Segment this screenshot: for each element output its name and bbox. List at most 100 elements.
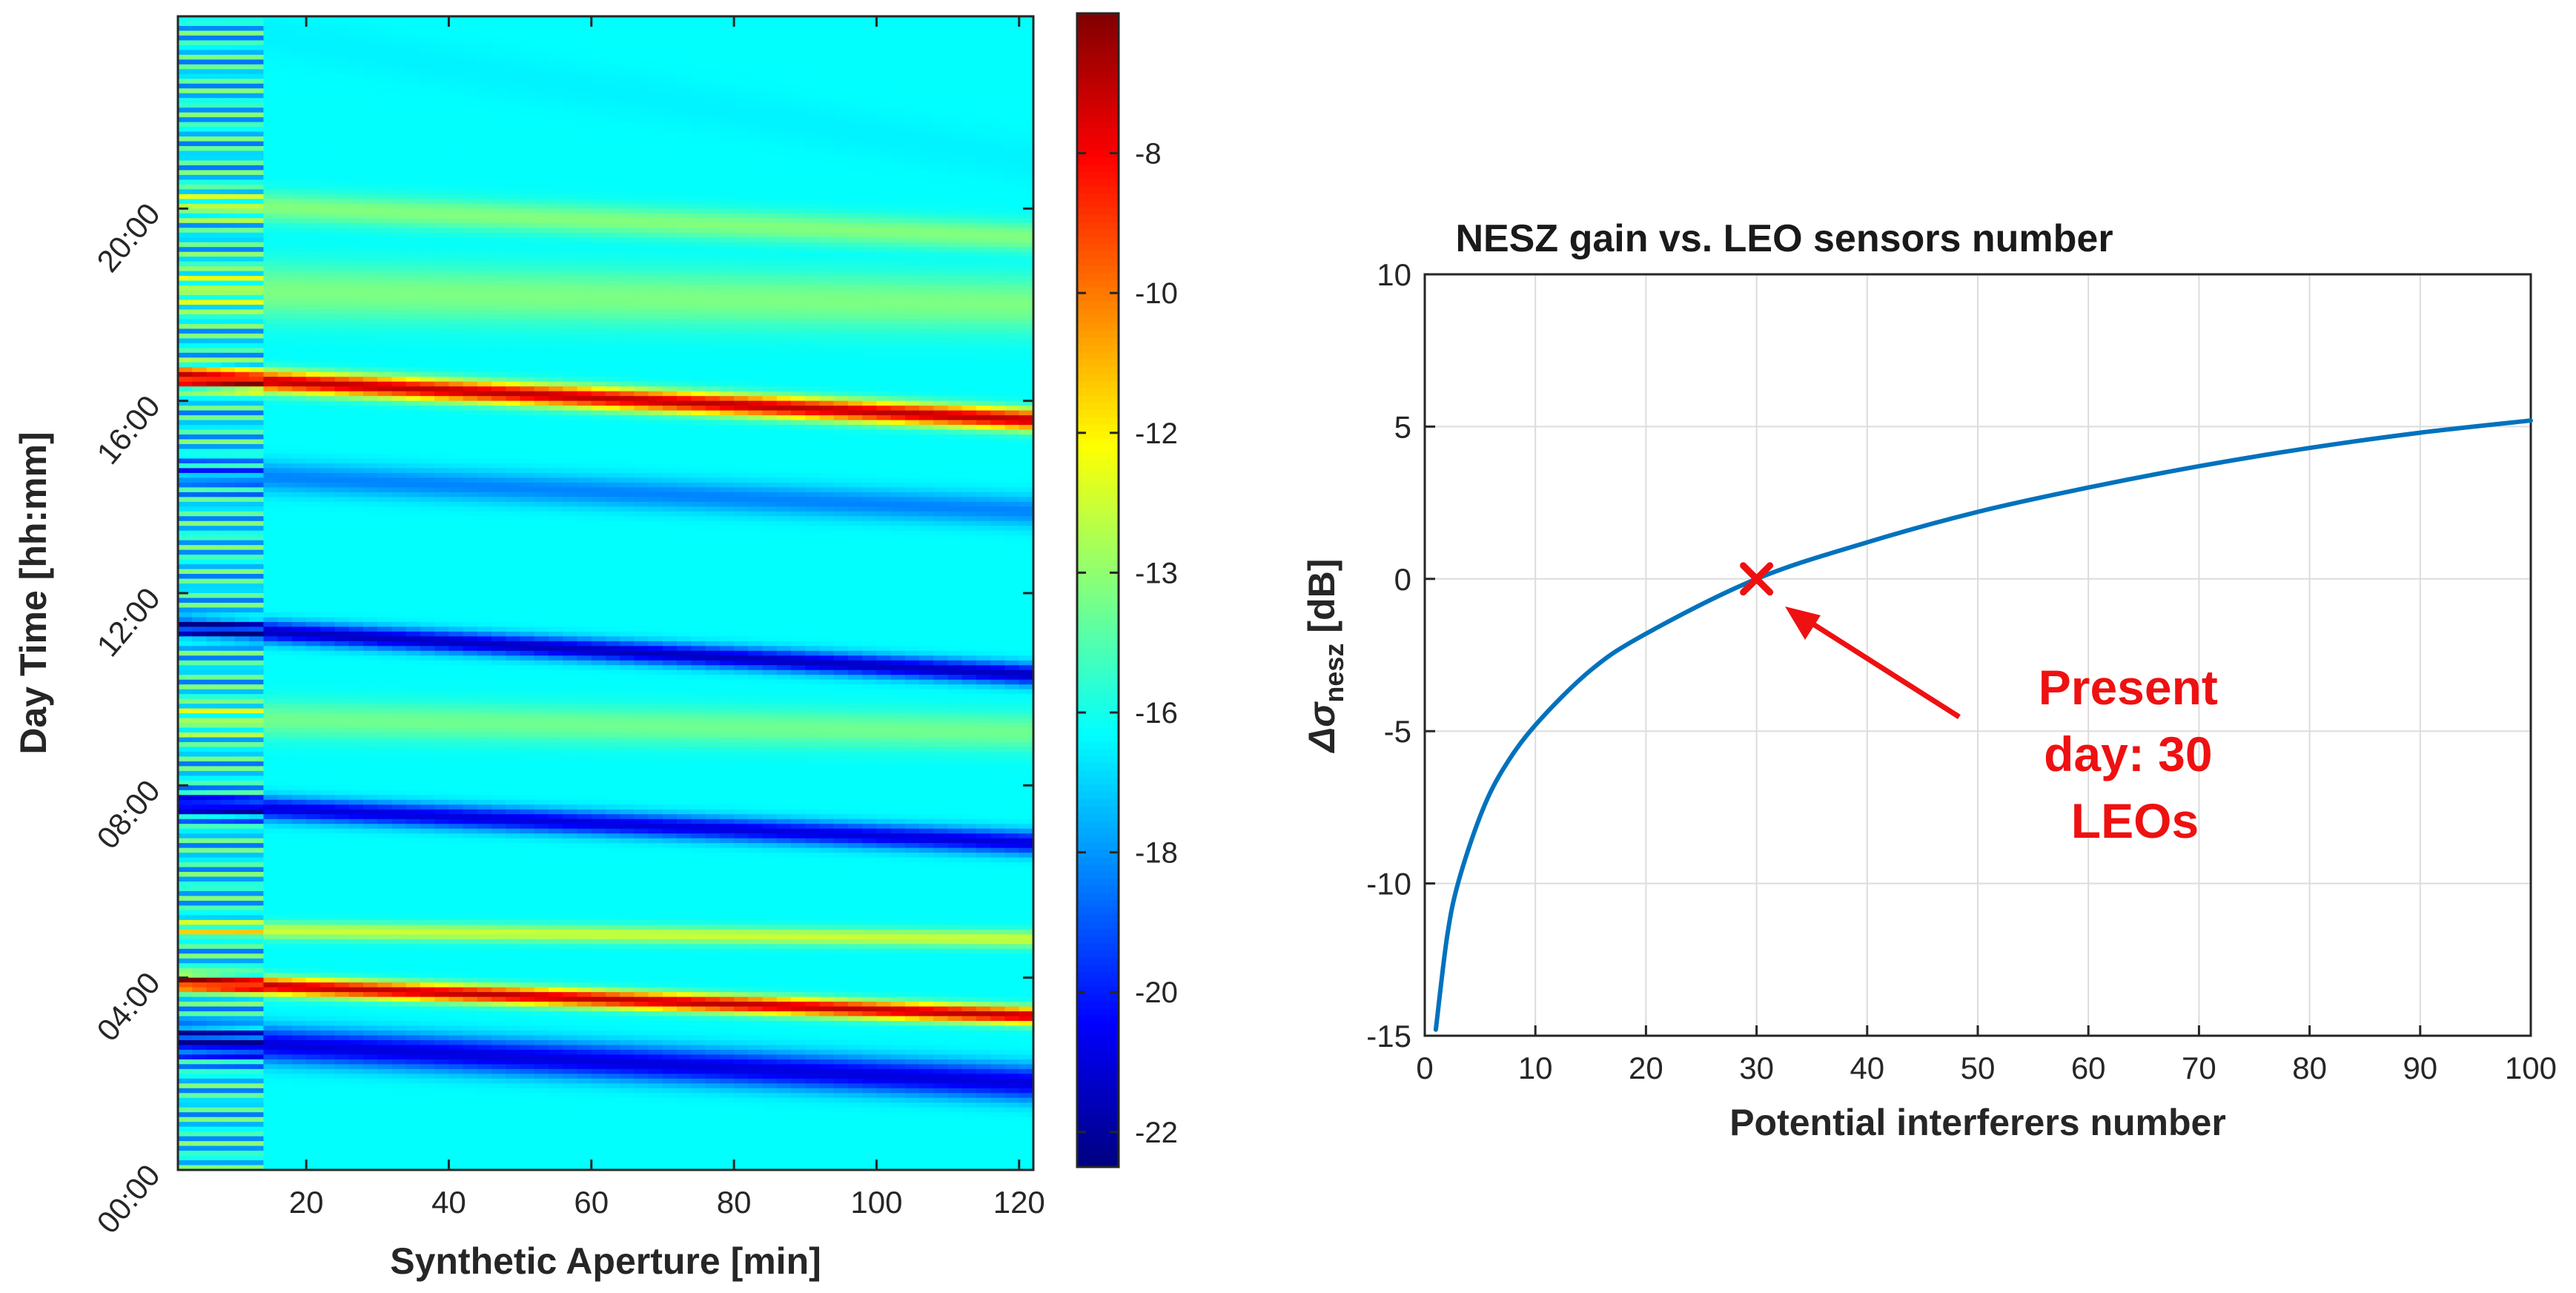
heatmap-cell (235, 641, 250, 646)
heatmap-cell (178, 963, 193, 968)
heatmap-cell (249, 684, 264, 690)
heatmap-cell (278, 103, 293, 108)
heatmap-cell (235, 1083, 250, 1088)
heatmap-cell (178, 132, 193, 137)
heatmap-cell (235, 55, 250, 60)
heatmap-cell (206, 98, 221, 103)
heatmap-cell (406, 1141, 421, 1146)
heatmap-cell (377, 223, 392, 228)
heatmap-cell (249, 1026, 264, 1031)
heatmap-cell (406, 738, 421, 743)
heatmap-cell (178, 1141, 193, 1146)
heatmap-cell (320, 382, 335, 387)
heatmap-cell (392, 959, 407, 964)
heatmap-cell (221, 905, 236, 910)
heatmap-cell (206, 733, 221, 738)
heatmap-cell (377, 328, 392, 334)
heatmap-cell (363, 363, 378, 368)
heatmap-cell (249, 655, 264, 661)
heatmap-cell (434, 237, 449, 242)
heatmap-cell (192, 1083, 207, 1088)
heatmap-cell (363, 579, 378, 584)
heatmap-cell (463, 420, 478, 426)
heatmap-cell (392, 440, 407, 445)
heatmap-cell (335, 603, 350, 608)
heatmap-cell (448, 372, 463, 377)
heatmap-cell (178, 136, 193, 142)
heatmap-cell (306, 338, 321, 343)
heatmap-cell (249, 74, 264, 79)
heatmap-cell (406, 103, 421, 108)
heatmap-cell (221, 444, 236, 449)
heatmap-cell (363, 709, 378, 714)
heatmap-cell (349, 218, 364, 223)
heatmap-cell (448, 420, 463, 426)
heatmap-cell (263, 1054, 278, 1059)
heatmap-cell (249, 756, 264, 761)
heatmap-cell (406, 790, 421, 796)
heatmap-cell (249, 632, 264, 637)
heatmap-cell (392, 795, 407, 800)
heatmap-cell (306, 910, 321, 916)
heatmap-cell (306, 718, 321, 724)
heatmap-cell (178, 108, 193, 113)
heatmap-cell (306, 800, 321, 805)
heatmap-cell (235, 728, 250, 733)
heatmap-cell (434, 1011, 449, 1016)
heatmap-cell (377, 968, 392, 973)
heatmap-cell (206, 420, 221, 426)
heatmap-cell (320, 170, 335, 175)
heatmap-cell (463, 810, 478, 815)
heatmap-cell (320, 271, 335, 277)
heatmap-cell (335, 593, 350, 598)
heatmap-cell (306, 233, 321, 238)
heatmap-cell (420, 905, 435, 910)
heatmap-cell (377, 55, 392, 60)
heatmap-cell (278, 353, 293, 358)
heatmap-cell (448, 598, 463, 603)
heatmap-cell (306, 1127, 321, 1132)
heatmap-cell (306, 545, 321, 550)
heatmap-cell (434, 593, 449, 598)
heatmap-cell (221, 738, 236, 743)
heatmap-cell (278, 997, 293, 1002)
heatmap-cell (221, 651, 236, 656)
heatmap-cell (206, 617, 221, 622)
heatmap-cell (306, 690, 321, 695)
heatmap-cell (292, 1108, 307, 1113)
heatmap-cell (192, 1016, 207, 1022)
heatmap-cell (392, 382, 407, 387)
heatmap-cell (448, 276, 463, 281)
heatmap-cell (192, 839, 207, 844)
heatmap-cell (235, 497, 250, 502)
heatmap-cell (249, 338, 264, 343)
heatmap-cell (420, 632, 435, 637)
heatmap-cell (434, 598, 449, 603)
heatmap-cell (406, 617, 421, 622)
heatmap-cell (306, 1141, 321, 1146)
heatmap-cell (206, 247, 221, 252)
heatmap-cell (406, 487, 421, 492)
heatmap-cell (306, 944, 321, 949)
heatmap-cell (335, 766, 350, 771)
heatmap-cell (434, 535, 449, 540)
heatmap-cell (278, 506, 293, 512)
heatmap-cell (349, 151, 364, 156)
heatmap-cell (420, 839, 435, 844)
heatmap-cell (206, 1021, 221, 1026)
heatmap-cell (377, 156, 392, 161)
heatmap-cell (206, 680, 221, 685)
heatmap-cell (292, 1016, 307, 1022)
heatmap-cell (263, 502, 278, 507)
heatmap-cell (448, 45, 463, 50)
heatmap-cell (221, 1050, 236, 1055)
heatmap-cell (420, 853, 435, 858)
heatmap-cell (448, 473, 463, 478)
heatmap-cell (335, 295, 350, 300)
heatmap-cell (263, 185, 278, 190)
heatmap-cell (363, 1093, 378, 1098)
heatmap-cell (178, 934, 193, 939)
heatmap-cell (434, 170, 449, 175)
heatmap-cell (392, 363, 407, 368)
heatmap-cell (292, 733, 307, 738)
